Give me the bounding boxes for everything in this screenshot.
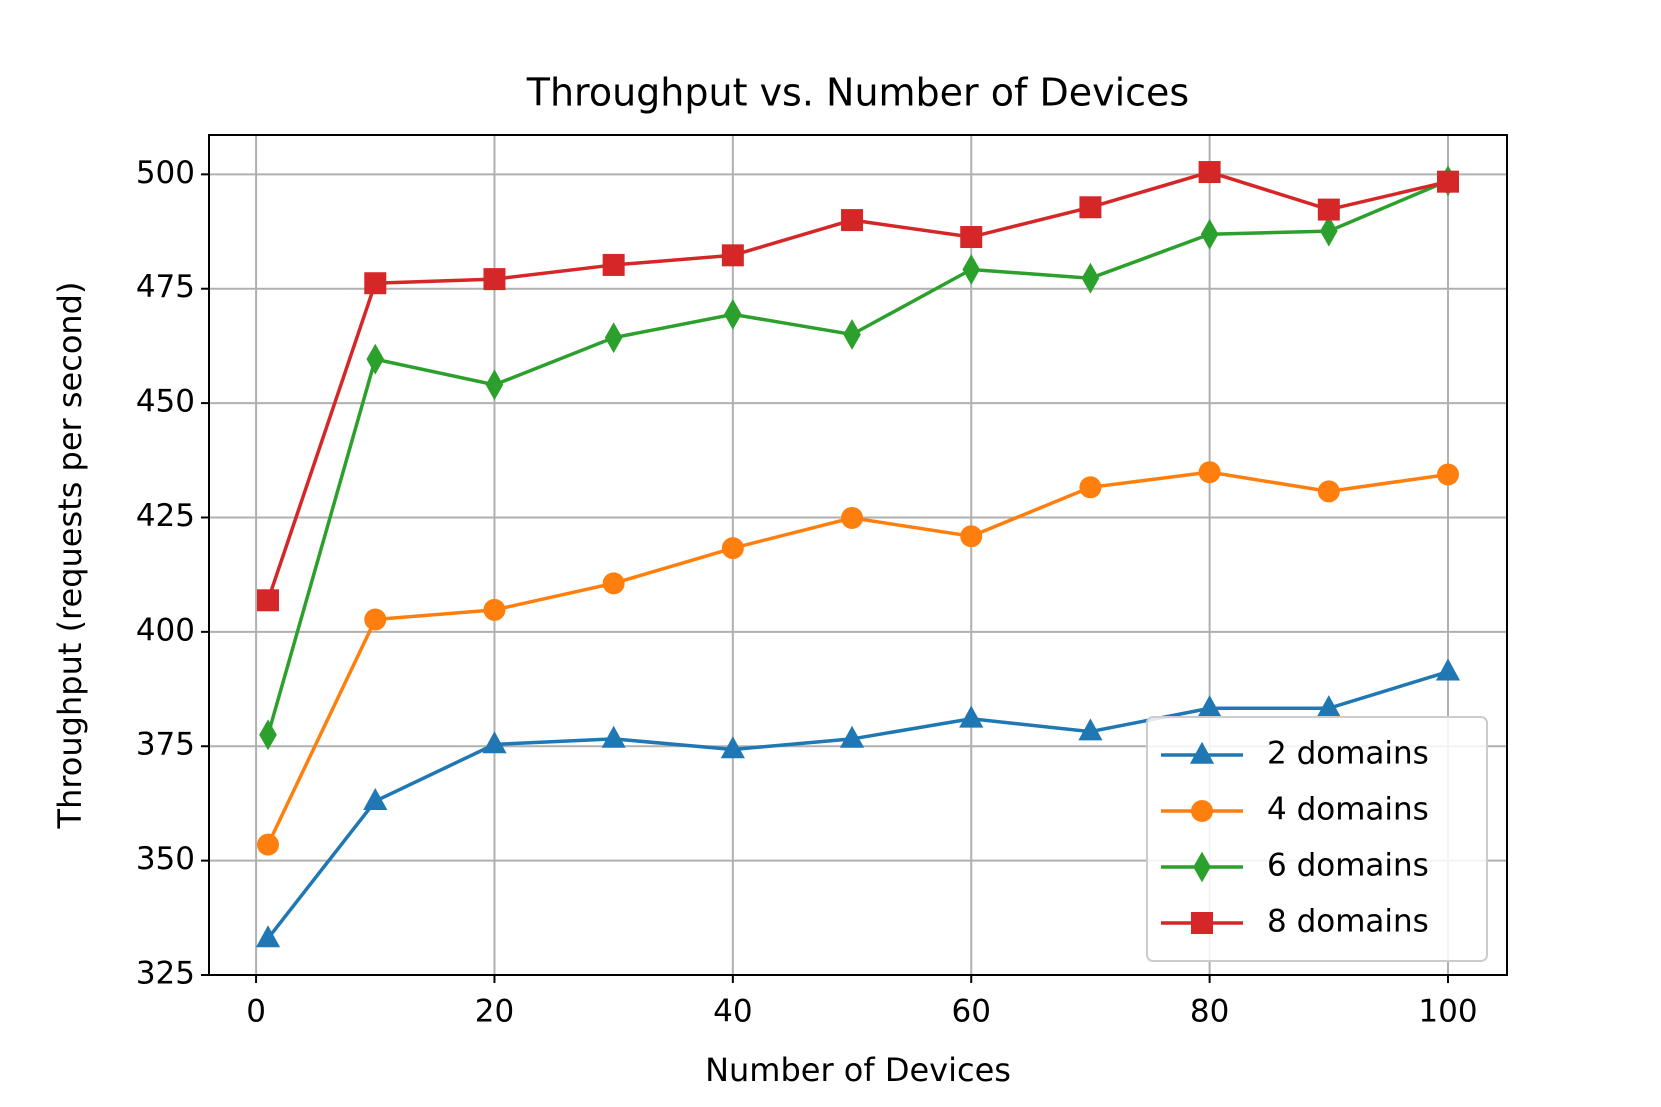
x-tick-label: 80 (1190, 994, 1229, 1030)
marker (255, 925, 281, 948)
marker (1198, 461, 1221, 484)
series-line (266, 170, 1449, 601)
marker (483, 268, 506, 291)
marker (602, 572, 625, 595)
marker (483, 598, 506, 621)
marker (1435, 658, 1461, 681)
marker (1079, 196, 1102, 219)
marker (259, 719, 277, 751)
y-tick-label: 350 (136, 841, 195, 877)
y-tick-label: 500 (136, 155, 195, 191)
x-tick-label: 0 (246, 994, 266, 1030)
x-tick-label: 60 (952, 994, 991, 1030)
y-tick-label: 400 (136, 612, 195, 648)
marker (485, 369, 504, 401)
marker (257, 589, 279, 612)
chart-title: Throughput vs. Number of Devices (526, 71, 1189, 115)
marker (720, 736, 745, 759)
x-axis-label: Number of Devices (705, 1051, 1011, 1089)
marker (1317, 198, 1340, 221)
x-tick-label: 40 (713, 994, 752, 1030)
marker (482, 731, 507, 754)
legend-box (1146, 716, 1488, 962)
marker (1078, 718, 1103, 741)
marker (1198, 161, 1221, 184)
marker (960, 226, 983, 249)
legend-label: 4 domains (1267, 792, 1429, 828)
x-tick-label: 100 (1418, 994, 1477, 1030)
marker (721, 537, 744, 560)
y-tick-label: 425 (136, 498, 195, 534)
y-axis-label: Throughput (requests per second) (51, 282, 89, 830)
marker (364, 608, 387, 631)
marker (841, 209, 864, 232)
marker (1197, 695, 1222, 718)
marker (1079, 476, 1102, 499)
marker (1437, 463, 1459, 486)
y-tick-label: 450 (136, 384, 195, 420)
marker (1189, 741, 1215, 764)
marker (959, 705, 984, 728)
marker (1320, 215, 1338, 247)
marker (841, 506, 864, 529)
marker (601, 725, 626, 748)
y-tick-label: 325 (136, 956, 195, 992)
marker (1193, 851, 1211, 883)
marker (602, 253, 625, 276)
marker (364, 272, 387, 295)
marker (1200, 218, 1219, 250)
marker (604, 322, 623, 354)
y-tick-label: 375 (136, 727, 195, 763)
marker (960, 525, 983, 548)
legend-label: 6 domains (1267, 848, 1429, 884)
marker (1316, 695, 1341, 718)
plot-frame (208, 134, 1508, 976)
marker (363, 787, 388, 810)
series-line (266, 179, 1449, 736)
marker (721, 244, 744, 267)
marker (257, 833, 279, 856)
marker (366, 343, 385, 375)
marker (839, 725, 865, 748)
y-tick-label: 475 (136, 269, 195, 305)
x-tick-label: 20 (475, 994, 514, 1030)
marker (843, 319, 861, 350)
legend-label: 8 domains (1267, 904, 1429, 940)
marker (1191, 800, 1213, 822)
marker (1191, 912, 1213, 934)
legend-label: 2 domains (1267, 736, 1429, 772)
marker (1317, 480, 1340, 503)
marker (1081, 262, 1100, 294)
marker (962, 254, 981, 285)
marker (724, 298, 742, 330)
marker (1437, 170, 1459, 193)
